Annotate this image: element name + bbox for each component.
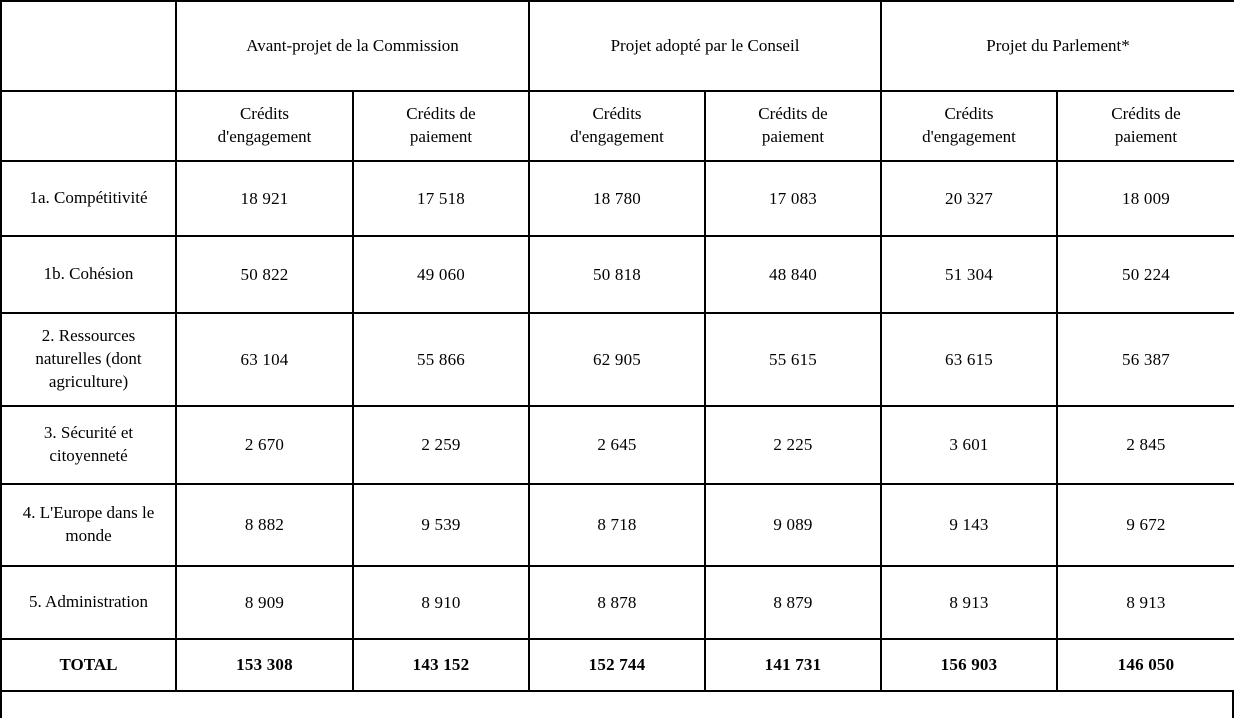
total-label: TOTAL [0,638,177,692]
table-row: 3. Sécurité et citoyenneté 2 670 2 259 2… [0,405,1234,485]
total-value-cell: 156 903 [880,638,1058,692]
value-cell: 8 718 [528,483,706,567]
value-cell: 8 878 [528,565,706,640]
value-cell: 62 905 [528,312,706,407]
value-cell: 3 601 [880,405,1058,485]
value-cell: 55 615 [704,312,882,407]
value-cell: 8 910 [352,565,530,640]
subheader-paiement-parlement: Crédits de paiement [1056,90,1234,162]
value-cell: 18 780 [528,160,706,237]
subheader-paiement-conseil: Crédits de paiement [704,90,882,162]
total-value-cell: 141 731 [704,638,882,692]
value-cell: 9 672 [1056,483,1234,567]
total-row: TOTAL 153 308 143 152 152 744 141 731 15… [0,638,1234,692]
value-cell: 8 882 [175,483,354,567]
value-cell: 17 518 [352,160,530,237]
value-cell: 50 818 [528,235,706,314]
value-cell: 9 143 [880,483,1058,567]
value-cell: 8 913 [880,565,1058,640]
value-cell: 63 104 [175,312,354,407]
total-value-cell: 146 050 [1056,638,1234,692]
value-cell: 51 304 [880,235,1058,314]
footnote-area [0,692,1234,718]
value-cell: 8 879 [704,565,882,640]
value-cell: 49 060 [352,235,530,314]
value-cell: 18 921 [175,160,354,237]
sub-header-row: Crédits d'engagement Crédits de paiement… [0,90,1234,162]
subheader-empty-cell [0,90,177,162]
total-value-cell: 152 744 [528,638,706,692]
total-value-cell: 143 152 [352,638,530,692]
group-header-commission: Avant-projet de la Commission [175,0,530,92]
group-header-row: Avant-projet de la Commission Projet ado… [0,0,1234,92]
table-row: 4. L'Europe dans le monde 8 882 9 539 8 … [0,483,1234,567]
value-cell: 55 866 [352,312,530,407]
value-cell: 20 327 [880,160,1058,237]
budget-table: Avant-projet de la Commission Projet ado… [0,0,1234,692]
value-cell: 2 670 [175,405,354,485]
value-cell: 2 225 [704,405,882,485]
subheader-engagement-parlement: Crédits d'engagement [880,90,1058,162]
value-cell: 48 840 [704,235,882,314]
group-header-conseil: Projet adopté par le Conseil [528,0,882,92]
subheader-engagement-commission: Crédits d'engagement [175,90,354,162]
total-value-cell: 153 308 [175,638,354,692]
value-cell: 50 224 [1056,235,1234,314]
value-cell: 56 387 [1056,312,1234,407]
value-cell: 63 615 [880,312,1058,407]
row-label: 1a. Compétitivité [0,160,177,237]
value-cell: 17 083 [704,160,882,237]
row-label: 2. Ressources naturelles (dont agricultu… [0,312,177,407]
value-cell: 2 259 [352,405,530,485]
table-row: 2. Ressources naturelles (dont agricultu… [0,312,1234,407]
subheader-engagement-conseil: Crédits d'engagement [528,90,706,162]
table-row: 1a. Compétitivité 18 921 17 518 18 780 1… [0,160,1234,237]
row-label: 5. Administration [0,565,177,640]
table-row: 1b. Cohésion 50 822 49 060 50 818 48 840… [0,235,1234,314]
value-cell: 9 539 [352,483,530,567]
row-label: 3. Sécurité et citoyenneté [0,405,177,485]
subheader-paiement-commission: Crédits de paiement [352,90,530,162]
group-header-parlement: Projet du Parlement* [880,0,1234,92]
value-cell: 2 845 [1056,405,1234,485]
value-cell: 2 645 [528,405,706,485]
value-cell: 8 909 [175,565,354,640]
value-cell: 9 089 [704,483,882,567]
value-cell: 50 822 [175,235,354,314]
row-label: 4. L'Europe dans le monde [0,483,177,567]
value-cell: 18 009 [1056,160,1234,237]
row-label: 1b. Cohésion [0,235,177,314]
value-cell: 8 913 [1056,565,1234,640]
table-row: 5. Administration 8 909 8 910 8 878 8 87… [0,565,1234,640]
corner-cell [0,0,177,92]
